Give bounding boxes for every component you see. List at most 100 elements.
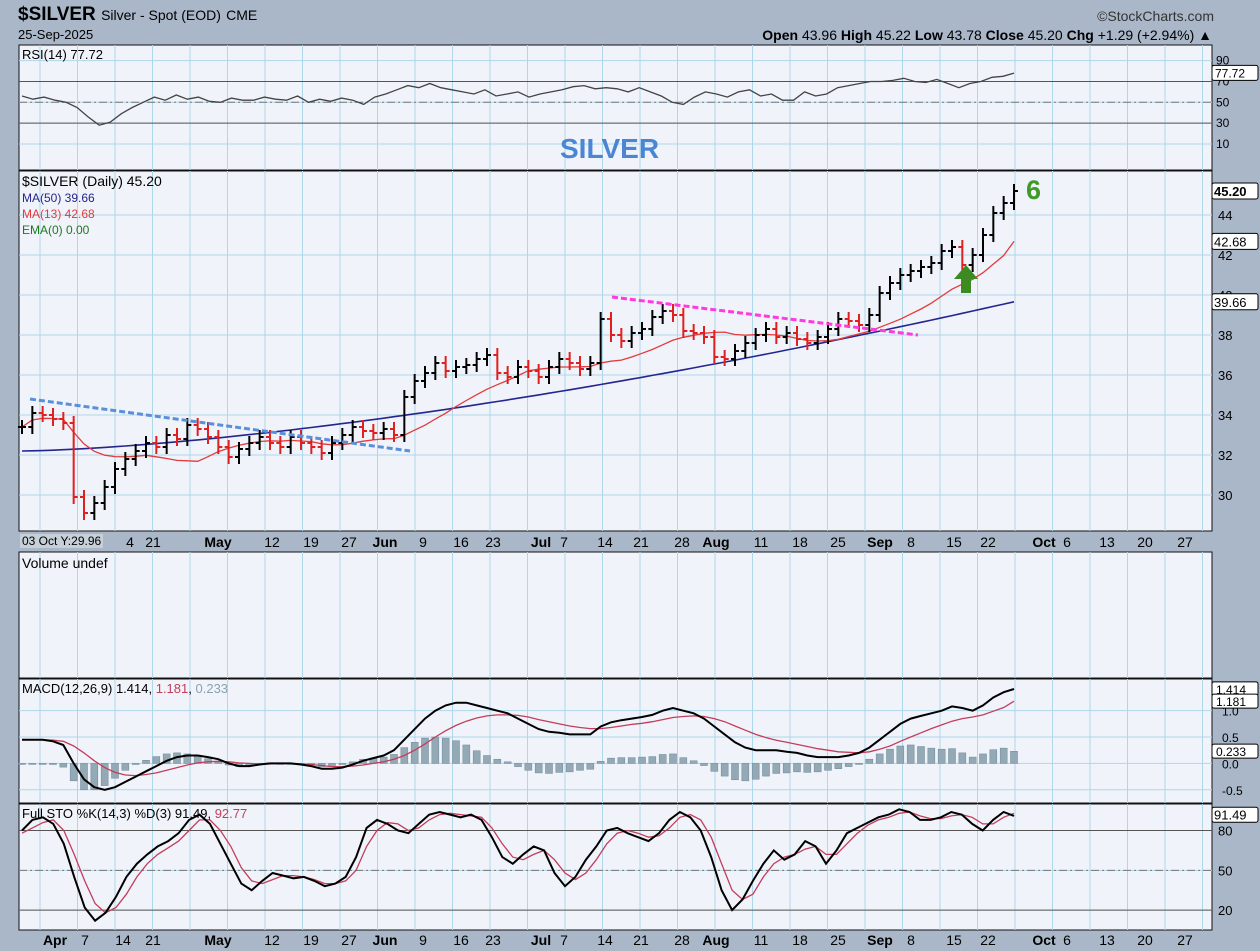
ohlc-bar — [235, 442, 243, 464]
open-label: Open — [762, 27, 799, 43]
ohlc-bar — [638, 322, 646, 340]
ohlc-bar — [100, 480, 109, 510]
ohlc-bar — [762, 322, 770, 342]
macd-histogram-bar — [545, 763, 553, 774]
ohlc-bar — [390, 422, 398, 442]
macd-histogram-bar — [152, 756, 161, 764]
ohlc-bar — [18, 420, 26, 434]
price-tick-label: 30 — [1218, 488, 1232, 503]
x-tick-label-bottom: Jul — [531, 932, 551, 948]
sto-value-tag-box — [1211, 806, 1259, 823]
rsi-tick-label: 50 — [1216, 95, 1230, 109]
macd-histogram-bar — [441, 737, 450, 764]
ohlc-bar — [80, 490, 88, 520]
ohlc-bar — [586, 356, 595, 376]
price-panel — [18, 170, 1213, 532]
ohlc-bar — [565, 352, 574, 370]
ma13-value-tag: 42.68 — [1214, 234, 1247, 249]
sto-k-line — [21, 808, 1015, 923]
price-tick-label: 38 — [1218, 328, 1232, 343]
x-tick-label: 19 — [303, 534, 319, 550]
macd-histogram-bar — [462, 744, 471, 764]
x-tick-label-bottom: Aug — [702, 932, 729, 948]
macd-histogram-bar — [875, 753, 884, 764]
x-tick-label-bottom: 21 — [145, 932, 161, 948]
x-tick-label-bottom: Sep — [867, 932, 893, 948]
ema0-legend: EMA(0) 0.00 — [22, 223, 90, 237]
macd-histogram-bar — [338, 763, 347, 765]
ohlc-bar — [793, 326, 801, 346]
ohlc-bar — [731, 344, 739, 366]
macd-histogram-bar — [731, 763, 739, 781]
ohlc-bar — [255, 430, 264, 450]
rsi-value-tag-box — [1211, 64, 1259, 81]
ohlc-bar — [648, 310, 657, 336]
x-tick-label-bottom: 14 — [597, 932, 613, 948]
ohlc-bar — [782, 326, 791, 344]
ohlc-bar — [69, 416, 78, 504]
x-tick-label: 7 — [560, 534, 568, 550]
macd-histogram-bar — [483, 755, 491, 764]
ohlc-bar — [38, 406, 47, 422]
macd-histogram-bar — [710, 763, 719, 772]
ohlc-bar — [245, 436, 254, 456]
x-tick-label-bottom: 23 — [485, 932, 501, 948]
macd-histogram-bar — [38, 763, 47, 765]
price-tick-label: 36 — [1218, 368, 1232, 383]
macd-histogram-bar — [968, 756, 977, 764]
macd-histogram-bar — [1010, 751, 1018, 764]
ohlc-bar — [937, 244, 946, 270]
x-tick-label-bottom: 27 — [1177, 932, 1193, 948]
ohlc-bar — [348, 420, 357, 442]
macd-histogram-bar — [834, 763, 843, 769]
macd-signal-tag: 1.181 — [1216, 695, 1246, 709]
high-value: 45.22 — [875, 27, 911, 43]
macd-histogram-bar — [886, 748, 894, 764]
ohlc-bar — [607, 312, 615, 342]
ohlc-bar — [379, 422, 388, 440]
macd-line — [22, 688, 1015, 791]
x-tick-label-bottom: Apr — [43, 932, 68, 948]
macd-histogram-bar — [824, 763, 832, 771]
macd-histogram-bar — [793, 763, 801, 773]
macd-histogram-bar — [720, 763, 729, 777]
buy-arrow-icon — [954, 265, 978, 293]
ohlc-bar — [979, 228, 987, 262]
ohlc-bar — [514, 360, 522, 384]
macd-histogram-bar — [18, 763, 26, 765]
resistance-line — [611, 295, 919, 337]
macd-histogram-bar — [328, 763, 336, 766]
x-tick-label-bottom: Oct — [1032, 932, 1056, 948]
macd-histogram-bar — [452, 740, 460, 764]
volume-panel — [18, 551, 1213, 679]
high-label: High — [840, 27, 873, 43]
x-tick-label-bottom: 14 — [115, 932, 131, 948]
macd-histogram-bar — [596, 761, 605, 764]
wave-count-label: 6 — [1026, 175, 1042, 205]
price-tick-label: 34 — [1218, 408, 1232, 423]
macd-histogram-bar — [803, 763, 812, 773]
ohlc-bar — [266, 430, 274, 450]
brand-label[interactable]: ©StockCharts.com — [1097, 8, 1214, 24]
ohlc-bar — [421, 366, 429, 388]
macd-histogram-bar — [669, 753, 677, 764]
x-tick-label: Oct — [1032, 534, 1056, 550]
macd-histogram-bar — [410, 742, 419, 764]
price-tick-label: 32 — [1218, 448, 1232, 463]
x-tick-label: 20 — [1137, 534, 1153, 550]
macd-histogram-bar — [493, 758, 502, 764]
macd-histogram-bar — [131, 763, 140, 765]
x-tick-label: 21 — [633, 534, 649, 550]
macd-histogram-bar — [658, 754, 667, 764]
ohlc-bar — [545, 360, 553, 384]
rsi-tick-label: 10 — [1216, 137, 1230, 151]
rsi-panel — [18, 44, 1213, 171]
ohlc-bar — [493, 348, 502, 380]
macd-histogram-bar — [534, 763, 543, 774]
macd-hist-tag-box — [1211, 743, 1259, 759]
macd-histogram-bar — [90, 763, 99, 791]
collapse-icon[interactable]: ▲ — [1198, 27, 1212, 43]
price-label: $SILVER (Daily) 45.20 — [22, 173, 162, 189]
macd-histogram-bar — [762, 763, 770, 777]
last-price-tag-box — [1211, 182, 1259, 200]
